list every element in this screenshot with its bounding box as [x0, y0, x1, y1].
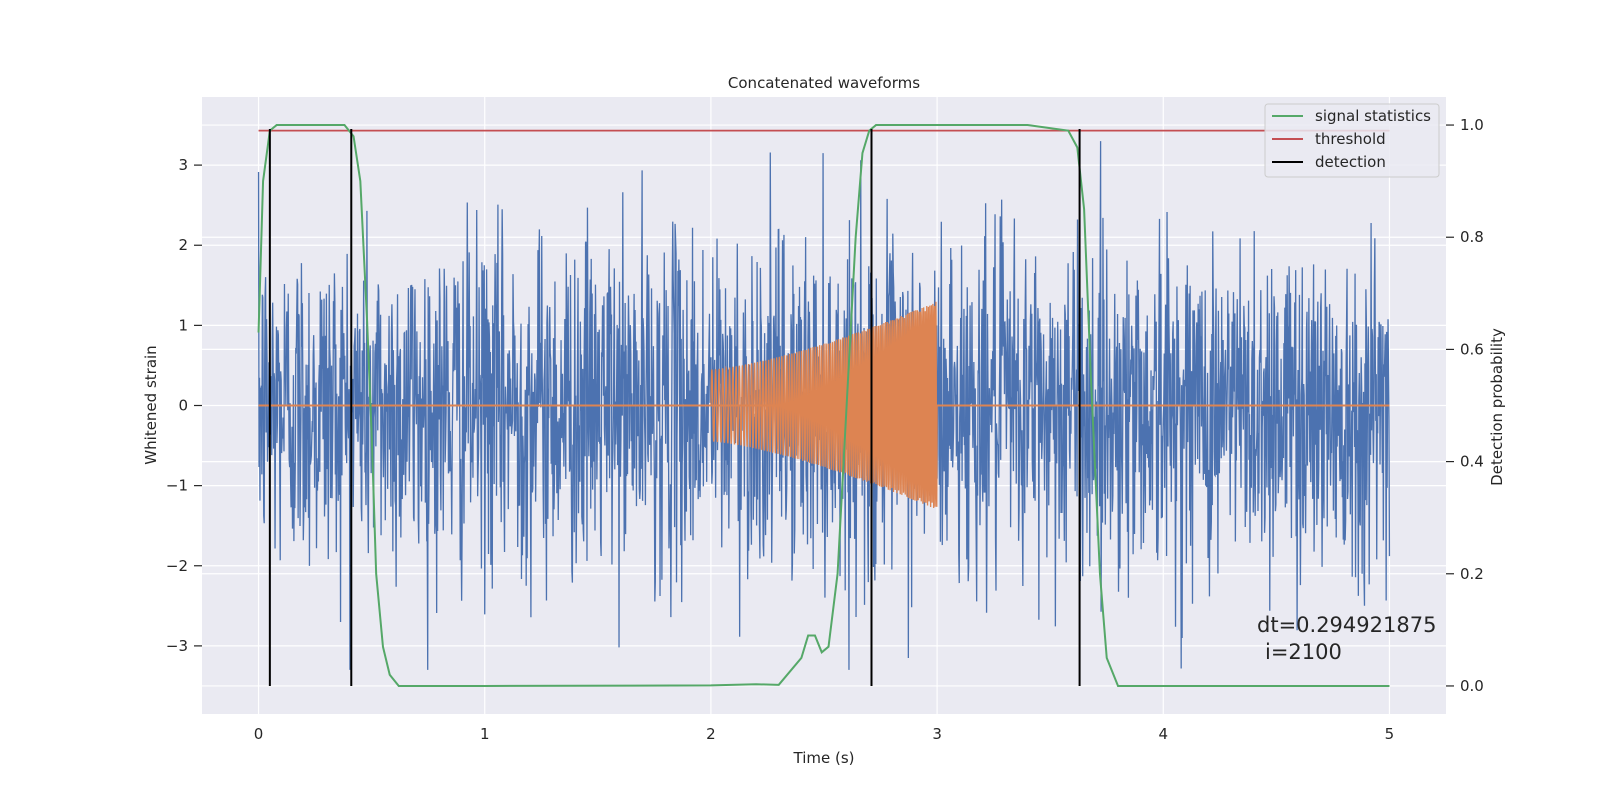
y-tick-label: 2: [178, 236, 188, 254]
x-tick-label: 5: [1385, 725, 1395, 743]
chart-title: Concatenated waveforms: [728, 74, 920, 92]
y2-tick-label: 0.6: [1460, 340, 1484, 358]
annotation-line-1: dt=0.294921875: [1257, 613, 1436, 637]
x-tick-label: 3: [932, 725, 942, 743]
y2-tick-label: 0.8: [1460, 228, 1484, 246]
y-tick-label: −2: [166, 557, 188, 575]
y2-tick-label: 0.0: [1460, 677, 1484, 695]
x-axis-ticks: 0 1 2 3 4 5: [254, 725, 1394, 743]
legend-label-threshold: threshold: [1315, 130, 1386, 148]
legend: signal statistics threshold detection: [1264, 103, 1440, 178]
x-axis-label: Time (s): [793, 749, 855, 767]
y-tick-label: 1: [178, 316, 188, 334]
annotation-line-2: i=2100: [1265, 640, 1342, 664]
legend-box: [1264, 103, 1440, 178]
legend-label-detection: detection: [1315, 153, 1386, 171]
x-tick-label: 2: [706, 725, 716, 743]
y2-tick-label: 0.2: [1460, 565, 1484, 583]
signal-statistics-series: [257, 124, 1390, 687]
signal-statistics-line: [257, 124, 1390, 687]
detection-series: [268, 129, 1081, 686]
y-tick-label: −1: [166, 477, 188, 495]
y-tick-label: 0: [178, 397, 188, 415]
legend-label-signal-statistics: signal statistics: [1315, 107, 1431, 125]
x-tick-label: 1: [480, 725, 490, 743]
y2-axis-label: Detection probability: [1488, 328, 1506, 486]
y-axis-ticks: −3 −2 −1 0 1 2 3: [166, 156, 202, 655]
y-tick-label: 3: [178, 156, 188, 174]
y-axis-label: Whitened strain: [142, 345, 160, 464]
noise-series: [257, 141, 1391, 670]
x-tick-label: 4: [1158, 725, 1168, 743]
chirp-line: [710, 301, 938, 509]
x-tick-label: 0: [254, 725, 264, 743]
y2-axis-ticks: 0.0 0.2 0.4 0.6 0.8 1.0: [1446, 116, 1484, 695]
chirp-series: [258, 301, 1390, 509]
annotation: dt=0.294921875 i=2100: [1257, 613, 1436, 664]
y2-tick-label: 1.0: [1460, 116, 1484, 134]
noise-line: [257, 141, 1391, 670]
y-tick-label: −3: [166, 637, 188, 655]
y2-tick-label: 0.4: [1460, 453, 1484, 471]
